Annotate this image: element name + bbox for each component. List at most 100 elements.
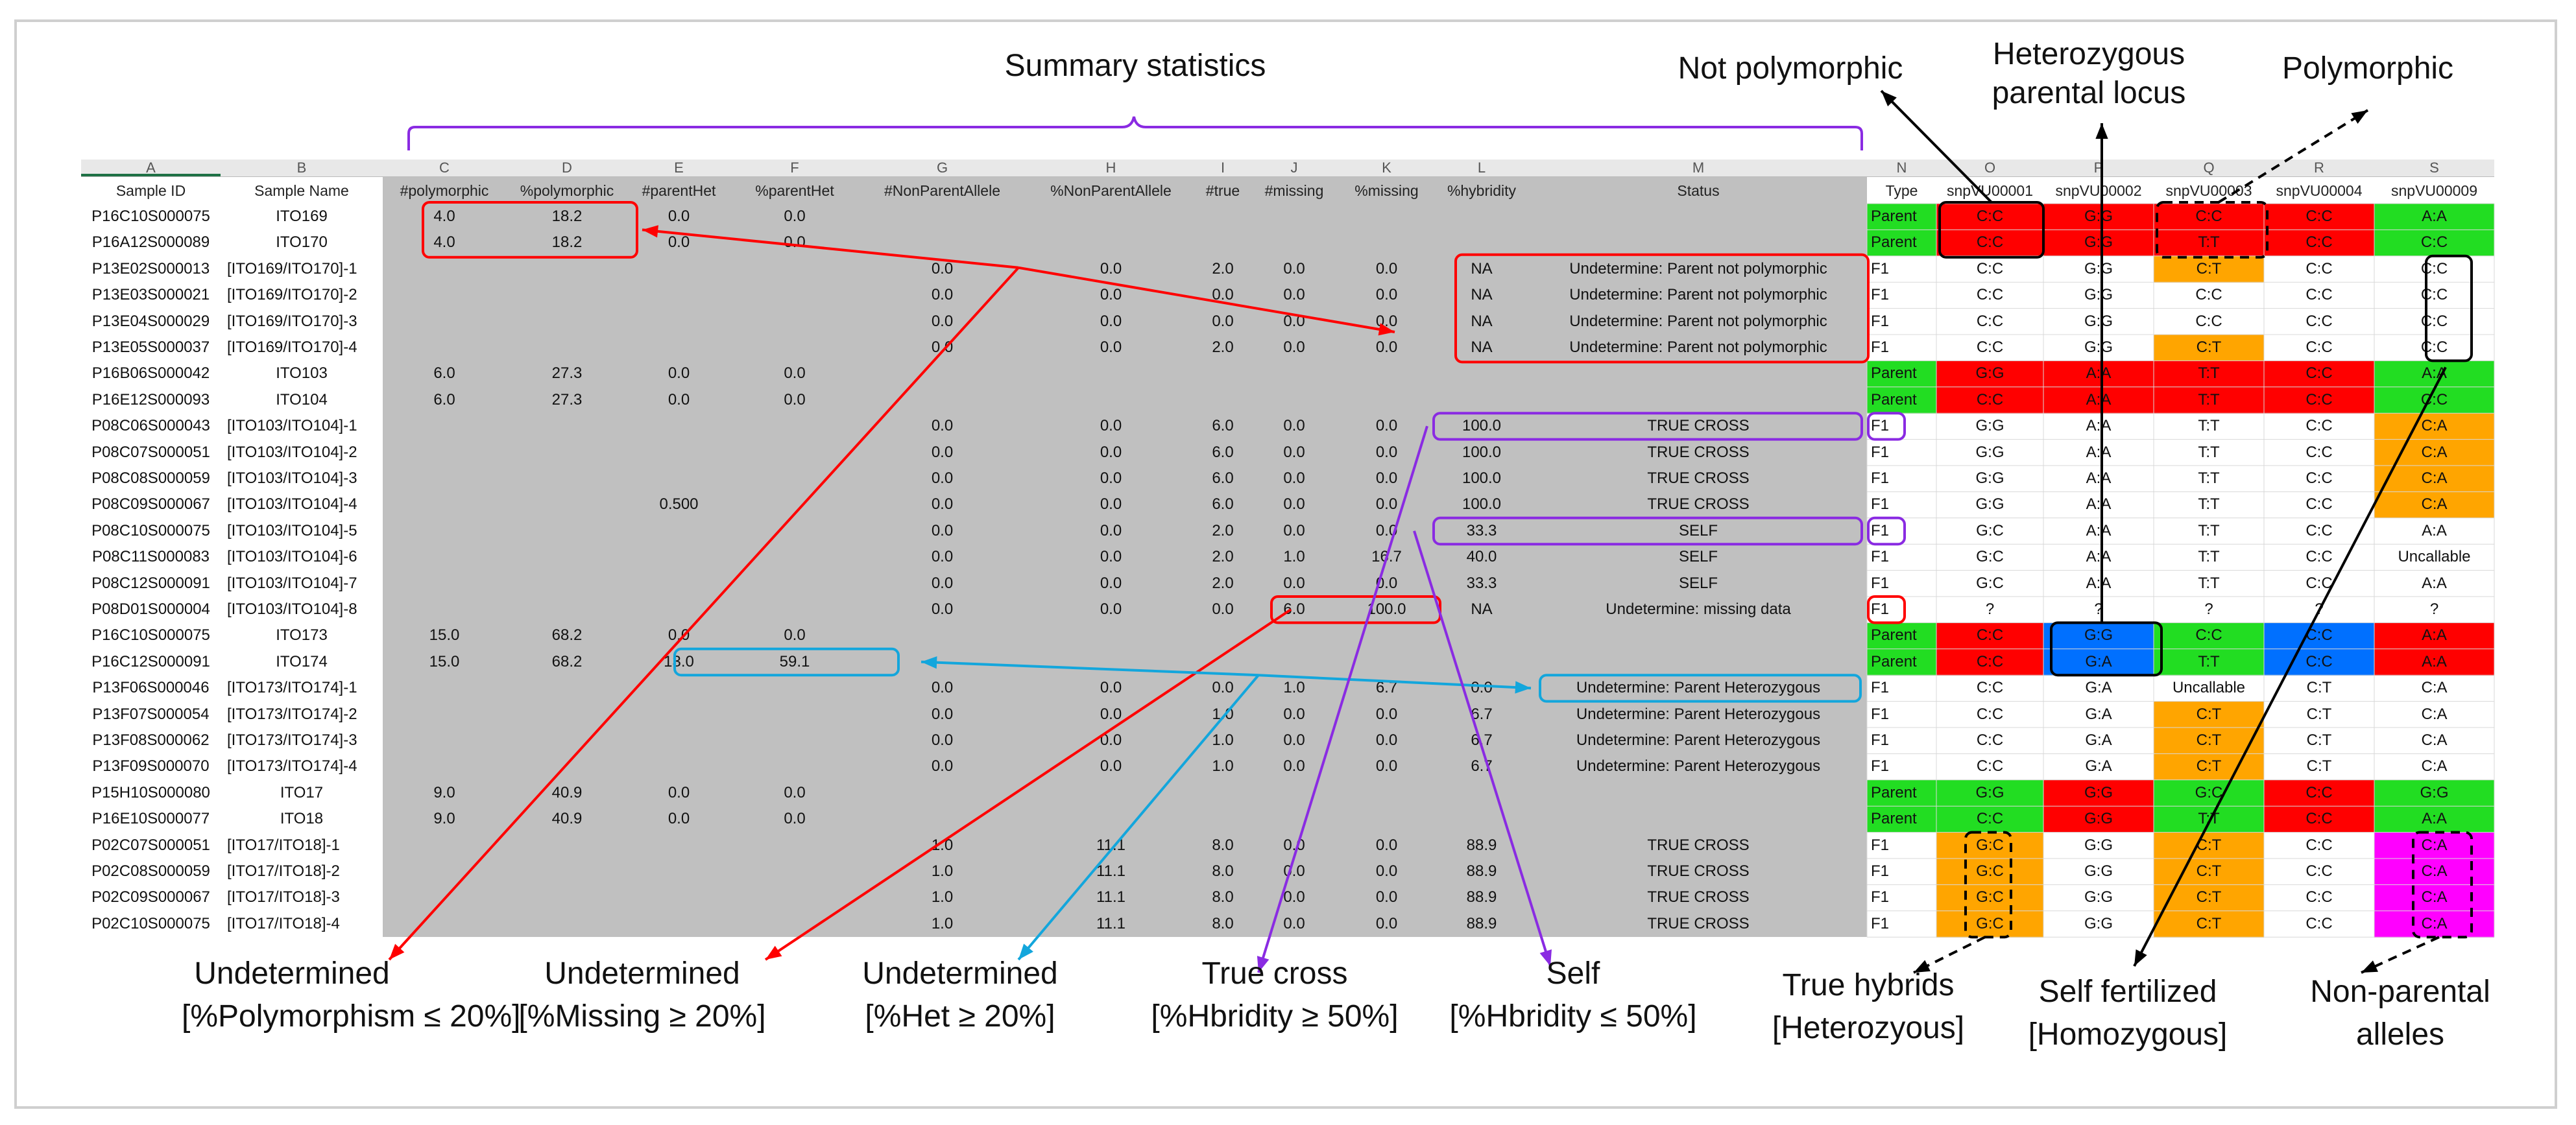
value-cell: 0.0 [931,574,954,592]
genotype-cell: ? [1985,600,1995,618]
sample-name: [ITO169/ITO170]-1 [227,259,357,278]
genotype-cell: C:T [2306,679,2332,697]
arrow-het-right-head [1515,681,1531,694]
sample-id: P16C10S000075 [91,207,210,225]
value-cell: 6.0 [1212,469,1234,487]
sample-name: [ITO173/ITO174]-4 [227,757,357,776]
genotype-cell: A:A [2086,574,2112,592]
genotype-cell: G:A [2085,679,2112,697]
genotype-cell: A:A [2422,626,2447,645]
genotype-cell: G:C [1976,914,2004,932]
value-cell: Parent [1871,233,1917,252]
genotype-cell: C:C [2305,443,2333,461]
value-cell: 0.0 [1375,836,1398,854]
genotype-cell-bg [2043,779,2154,807]
polymorphic-locus-box [2156,201,2269,259]
genotype-cell-bg [2374,413,2494,440]
genotype-cell: C:C [2305,783,2333,801]
self-box [1432,516,1863,546]
genotype-cell-bg [1936,622,2043,650]
value-cell: 0.0 [1212,679,1234,697]
genotype-cell-bg [2374,361,2494,388]
sample-name: [ITO17/ITO18]-4 [227,914,340,932]
column-letter: E [674,160,684,176]
genotype-cell: C:C [2305,233,2333,252]
sample-name: [ITO173/ITO174]-1 [227,679,357,697]
value-cell: 0.0 [931,757,954,776]
polymorphic-label: Polymorphic [2281,51,2454,86]
value-cell: 6.0 [1212,417,1234,435]
arrow-self [1413,530,1552,967]
value-cell: 9.0 [433,783,455,801]
column-header: Sample Name [254,182,349,199]
true-cross-box [1432,412,1863,441]
value-cell: 0.0 [1100,600,1122,618]
value-cell: 0.0 [931,443,954,461]
genotype-cell-bg [2374,859,2494,885]
sample-name: ITO170 [276,233,328,252]
summary-gray-area [383,160,1867,938]
sample-name: ITO169 [276,207,328,225]
column-header: #polymorphic [400,182,489,199]
genotype-cell: C:C [1976,731,2004,749]
column-header: Sample ID [115,182,186,199]
genotype-cell-bg [1867,361,1936,388]
genotype-cell: C:A [2421,731,2448,749]
column-letter-bar [81,160,2494,177]
genotype-cell: T:T [2198,574,2220,592]
value-cell: 59.1 [779,652,810,670]
column-header: %NonParentAllele [1050,182,1172,199]
sample-id: P08C09S000067 [91,495,210,514]
column-letter: S [2429,160,2439,176]
genotype-cell: C:A [2421,679,2448,697]
value-cell: 0.0 [931,705,954,723]
value-cell: 0.0 [1283,888,1305,906]
genotype-cell: C:C [1976,207,2004,225]
sample-id: P08C06S000043 [91,417,210,435]
genotype-cell: T:T [2198,521,2220,539]
genotype-cell: C:C [2195,207,2222,225]
value-cell: 0.0 [1100,443,1122,461]
column-header: Status [1677,182,1720,199]
value-cell: F1 [1871,731,1890,749]
genotype-cell: G:C [1976,521,2004,539]
value-cell: 0.0 [1375,862,1398,880]
genotype-cell: C:T [2196,731,2222,749]
genotype-cell: A:A [2086,390,2112,409]
sample-id: P13F07S000054 [92,705,210,723]
genotype-cell: G:G [2084,783,2113,801]
value-cell: 6.0 [1283,600,1305,618]
value-cell: 1.0 [931,862,954,880]
sample-name: ITO18 [280,810,324,828]
genotype-cell: C:C [1976,679,2004,697]
genotype-cell: C:C [2305,469,2333,487]
value-cell: 15.0 [429,626,460,645]
value-cell: F1 [1871,836,1890,854]
value-cell: 0.0 [1100,679,1122,697]
value-cell: NA [1471,259,1493,278]
value-cell: 0.0 [1100,574,1122,592]
arrow-het-right [1258,674,1532,690]
genotype-cell: C:C [1976,286,2004,304]
genotype-cell-bg [1936,806,2043,833]
genotype-cell: G:A [2085,705,2112,723]
column-header: #NonParentAllele [884,182,1000,199]
genotype-cell: C:T [2196,888,2222,906]
genotype-cell: G:G [2084,233,2113,252]
value-cell: 0.0 [784,207,806,225]
genotype-cell-bg [2154,255,2264,283]
column-header: snpVU00004 [2276,182,2363,199]
genotype-cell-bg [1867,204,1936,230]
sample-id: P08D01S000004 [91,600,210,618]
value-cell: 0.0 [668,783,690,801]
bottom-label-line: [Homozygous] [2028,1017,2228,1052]
sample-id: P08C10S000075 [91,521,210,539]
value-cell: 1.0 [1212,731,1234,749]
value-cell: 0.0 [784,390,806,409]
genotype-cell-bg [1936,648,2043,676]
genotype-cell: C:C [1976,757,2004,776]
sample-name: [ITO103/ITO104]-1 [227,417,357,435]
genotype-cell: A:A [2422,207,2447,225]
genotype-cell-bg [2043,386,2154,414]
value-cell: 2.0 [1212,574,1234,592]
